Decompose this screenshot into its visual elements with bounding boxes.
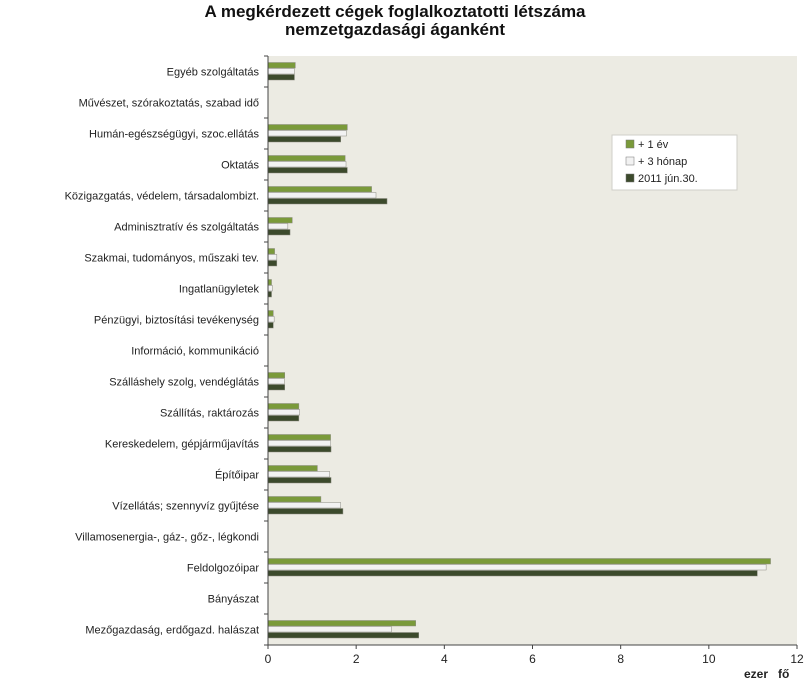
x-tick-label: 2 — [353, 652, 360, 666]
category-label: Adminisztratív és szolgáltatás — [114, 222, 259, 234]
bar — [267, 186, 372, 193]
bar — [267, 434, 331, 441]
bar — [267, 68, 295, 75]
x-tick-label: 4 — [441, 652, 448, 666]
bar — [267, 477, 332, 484]
category-label: Szálláshely szolg, vendéglátás — [109, 377, 259, 389]
bar — [267, 161, 347, 168]
bar — [267, 279, 272, 286]
category-label: Oktatás — [221, 160, 259, 172]
bar — [267, 558, 771, 565]
category-label: Mezőgazdaság, erdőgazd. halászat — [85, 625, 259, 637]
legend-label: 2011 jún.30. — [638, 173, 698, 185]
category-labels: Egyéb szolgáltatás Művészet, szórakoztatá… — [65, 67, 260, 637]
category-label: Ingatlanügyletek — [179, 284, 260, 296]
bar — [267, 620, 416, 627]
category-label: Építőipar — [215, 469, 259, 482]
bar — [267, 632, 420, 639]
bar — [267, 74, 295, 81]
bar — [267, 248, 275, 255]
bar — [267, 155, 346, 162]
bar — [267, 508, 344, 515]
bar — [267, 217, 293, 224]
bar — [267, 285, 273, 292]
x-tick-label: 0 — [265, 652, 272, 666]
bar — [267, 316, 275, 323]
category-label: Egyéb szolgáltatás — [167, 67, 260, 79]
bar — [267, 446, 332, 453]
bar — [267, 415, 300, 422]
legend-label: + 3 hónap — [638, 156, 687, 168]
category-label: Feldolgozóipar — [187, 563, 259, 575]
legend-swatch — [625, 139, 635, 149]
bars-group — [267, 62, 771, 639]
bar — [267, 124, 348, 131]
legend: + 1 év + 3 hónap 2011 jún.30. — [611, 134, 738, 191]
bar — [267, 502, 341, 509]
bar — [267, 310, 274, 317]
category-label: Pénzügyi, biztosítási tevékenység — [94, 315, 259, 327]
chart-title-line-1: A megkérdezett cégek foglalkoztatotti lé… — [204, 2, 586, 21]
bar — [267, 62, 296, 69]
bar — [267, 198, 388, 205]
bar — [267, 229, 291, 236]
category-label: Kereskedelem, gépjárműjavítás — [105, 439, 260, 451]
bar — [267, 192, 377, 199]
legend-swatch — [625, 156, 635, 166]
bar — [267, 260, 278, 267]
bar — [267, 130, 347, 137]
x-axis-unit: ezer fő — [744, 667, 789, 680]
bar — [267, 291, 272, 298]
chart-title-line-2: nemzetgazdasági áganként — [285, 20, 505, 39]
bar — [267, 465, 318, 472]
category-label: Szakmai, tudományos, műszaki tev. — [84, 253, 259, 265]
category-label: Közigazgatás, védelem, társadalombizt. — [65, 191, 259, 203]
bar — [267, 322, 274, 329]
category-label: Bányászat — [208, 594, 259, 606]
category-label: Információ, kommunikáció — [131, 346, 259, 358]
bar — [267, 403, 300, 410]
bar — [267, 409, 300, 416]
bar — [267, 136, 341, 143]
category-label: Művészet, szórakoztatás, szabad idő — [79, 98, 259, 110]
bar — [267, 372, 286, 379]
axes: 0 2 4 6 8 10 12 — [264, 55, 804, 666]
bar — [267, 496, 322, 503]
category-label: Humán-egészségügyi, szoc.ellátás — [89, 129, 259, 141]
bar — [267, 254, 278, 261]
x-tick-label: 6 — [529, 652, 536, 666]
bar — [267, 378, 285, 385]
bar — [267, 440, 331, 447]
category-label: Villamosenergia-, gáz-, gőz-, légkondi — [75, 532, 259, 544]
legend-swatch — [625, 173, 635, 183]
category-label: Szállítás, raktározás — [160, 408, 260, 420]
bar — [267, 471, 330, 478]
bar — [267, 564, 767, 571]
bar — [267, 384, 286, 391]
category-label: Vízellátás; szennyvíz gyűjtése — [112, 501, 259, 513]
x-tick-label: 8 — [617, 652, 624, 666]
bar — [267, 223, 289, 230]
bar — [267, 167, 348, 174]
x-tick-label: 12 — [790, 652, 804, 666]
bar — [267, 570, 758, 577]
legend-label: + 1 év — [638, 139, 669, 151]
x-tick-label: 10 — [702, 652, 716, 666]
bar — [267, 626, 392, 633]
